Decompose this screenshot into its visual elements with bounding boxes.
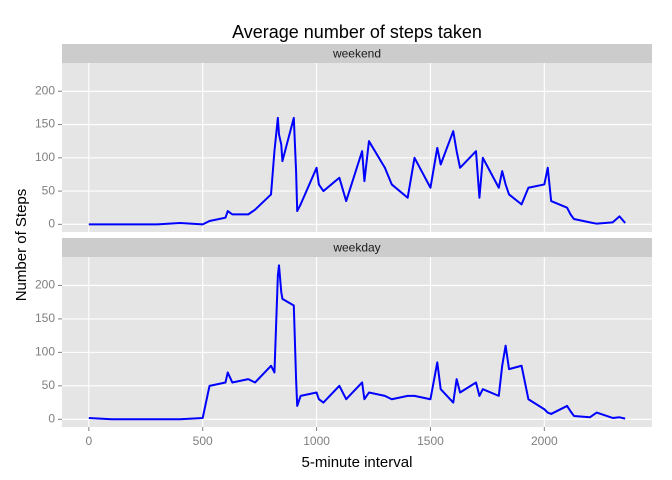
y-axis-title: Number of Steps (13, 189, 30, 302)
chart-title: Average number of steps taken (232, 22, 482, 42)
x-tick-label: 1000 (303, 434, 330, 448)
x-tick-label: 0 (85, 434, 92, 448)
strip-background (62, 44, 652, 63)
y-tick-label: 200 (35, 83, 55, 97)
y-tick-label: 200 (35, 278, 55, 292)
series-line (88, 116, 626, 226)
x-tick-label: 2000 (531, 434, 558, 448)
y-tick-label: 150 (35, 311, 55, 325)
y-tick-label: 50 (42, 378, 56, 392)
y-tick-label: 0 (48, 411, 55, 425)
series-line (88, 264, 626, 421)
y-tick-label: 100 (35, 150, 55, 164)
y-tick-label: 150 (35, 117, 55, 131)
y-tick-label: 50 (42, 183, 56, 197)
y-tick-label: 0 (48, 217, 55, 231)
x-tick-label: 500 (193, 434, 213, 448)
strip-label: weekday (332, 241, 380, 255)
y-tick-label: 100 (35, 345, 55, 359)
strip-background (62, 238, 652, 257)
strip-label: weekend (332, 47, 381, 61)
x-tick-label: 1500 (417, 434, 444, 448)
panel-background (62, 257, 652, 427)
x-axis-title: 5-minute interval (302, 454, 413, 471)
